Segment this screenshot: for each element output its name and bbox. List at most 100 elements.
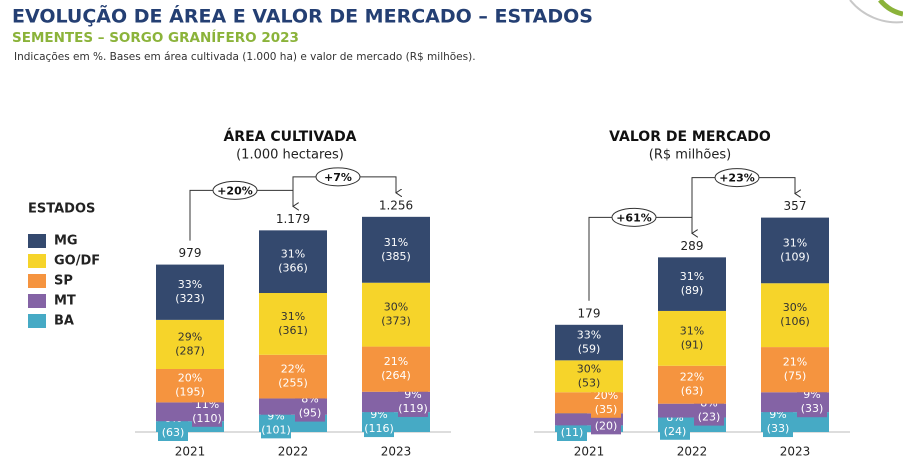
bar-segment [156, 369, 224, 403]
value-label: (264) [381, 369, 411, 382]
bar-segment [362, 346, 430, 392]
value-label: (195) [175, 386, 205, 399]
growth-badge [611, 207, 657, 227]
value-label: (109) [780, 250, 810, 263]
value-label: (75) [784, 370, 807, 383]
total-label: 179 [578, 306, 601, 320]
value-label: (101) [261, 423, 291, 436]
share-label: 33% [577, 329, 601, 342]
share-label: 31% [680, 324, 704, 337]
value-label: (63) [162, 426, 185, 439]
total-label: 1.256 [379, 198, 413, 212]
bar-segment [658, 310, 726, 366]
value-label: (385) [381, 250, 411, 263]
share-label: 30% [384, 301, 408, 314]
share-label: 30% [577, 362, 601, 375]
value-label: (89) [681, 284, 704, 297]
share-label: 21% [384, 355, 408, 368]
value-label: (373) [381, 315, 411, 328]
x-tick-label: 2023 [780, 445, 811, 459]
legend-label: MG [54, 234, 78, 249]
value-label: (323) [175, 292, 205, 305]
bar-segment [156, 421, 224, 432]
share-label: 30% [783, 301, 807, 314]
value-label: (53) [578, 376, 601, 389]
value-label: (119) [398, 402, 428, 415]
x-tick-label: 2021 [175, 445, 206, 459]
legend-label: BA [54, 314, 74, 329]
value-label: (116) [364, 422, 394, 435]
x-tick-label: 2022 [278, 445, 309, 459]
share-label: 22% [281, 363, 305, 376]
value-label: (110) [192, 412, 222, 425]
bar-segment [761, 283, 829, 348]
bar-segment [259, 354, 327, 399]
chart-title: VALOR DE MERCADO [609, 129, 771, 145]
bar-segment [761, 347, 829, 393]
value-label: (59) [578, 343, 601, 356]
label-box [591, 387, 621, 418]
total-label: 979 [179, 246, 202, 260]
bar-segment [555, 360, 623, 393]
bar-segment [555, 324, 623, 361]
value-label: (11) [561, 426, 584, 439]
share-label: 31% [680, 270, 704, 283]
share-label: 31% [281, 248, 305, 261]
bar-segment [761, 217, 829, 284]
bar-segment [362, 282, 430, 347]
note: Indicações em %. Bases em área cultivada… [14, 51, 476, 63]
bar-segment [259, 293, 327, 355]
value-label: (33) [801, 402, 824, 415]
share-label: 29% [178, 330, 202, 343]
bar-segment [555, 425, 623, 432]
value-label: (35) [595, 403, 618, 416]
legend-label: GO/DF [54, 254, 100, 269]
growth-badge [212, 180, 258, 200]
legend-swatch [28, 314, 46, 328]
share-label: 22% [680, 371, 704, 384]
chart-subtitle: (R$ milhões) [649, 148, 731, 163]
x-tick-label: 2022 [677, 445, 708, 459]
growth-badge [315, 167, 361, 187]
chart-title: ÁREA CULTIVADA [223, 128, 356, 145]
share-label: 31% [384, 236, 408, 249]
bar-segment [259, 230, 327, 294]
value-label: (95) [299, 407, 322, 420]
value-label: (24) [664, 425, 687, 438]
value-label: (63) [681, 385, 704, 398]
bar-segment [658, 365, 726, 404]
value-label: (33) [767, 422, 790, 435]
growth-badge [714, 168, 760, 188]
value-label: (361) [278, 324, 308, 337]
bar-segment [362, 216, 430, 283]
growth-label: +61% [616, 211, 652, 224]
value-label: (106) [780, 315, 810, 328]
legend-title: ESTADOS [28, 202, 95, 217]
share-label: 20% [178, 372, 202, 385]
growth-label: +20% [217, 184, 253, 197]
legend-swatch [28, 274, 46, 288]
legend-swatch [28, 234, 46, 248]
total-label: 357 [784, 199, 807, 213]
share-label: 33% [178, 278, 202, 291]
share-label: 31% [783, 236, 807, 249]
value-label: (91) [681, 338, 704, 351]
value-label: (20) [595, 419, 618, 432]
legend-label: SP [54, 274, 73, 289]
bar-segment [156, 264, 224, 320]
total-label: 1.179 [276, 212, 310, 226]
value-label: (255) [278, 377, 308, 390]
decoration [849, 0, 903, 24]
x-tick-label: 2023 [381, 445, 412, 459]
legend-swatch [28, 254, 46, 268]
share-label: 31% [281, 310, 305, 323]
value-label: (23) [698, 411, 721, 424]
value-label: (366) [278, 262, 308, 275]
share-label: 21% [783, 356, 807, 369]
x-tick-label: 2021 [574, 445, 605, 459]
total-label: 289 [681, 239, 704, 253]
page-subtitle: SEMENTES – SORGO GRANÍFERO 2023 [12, 29, 299, 46]
chart-subtitle: (1.000 hectares) [236, 148, 344, 163]
growth-label: +7% [324, 171, 352, 184]
